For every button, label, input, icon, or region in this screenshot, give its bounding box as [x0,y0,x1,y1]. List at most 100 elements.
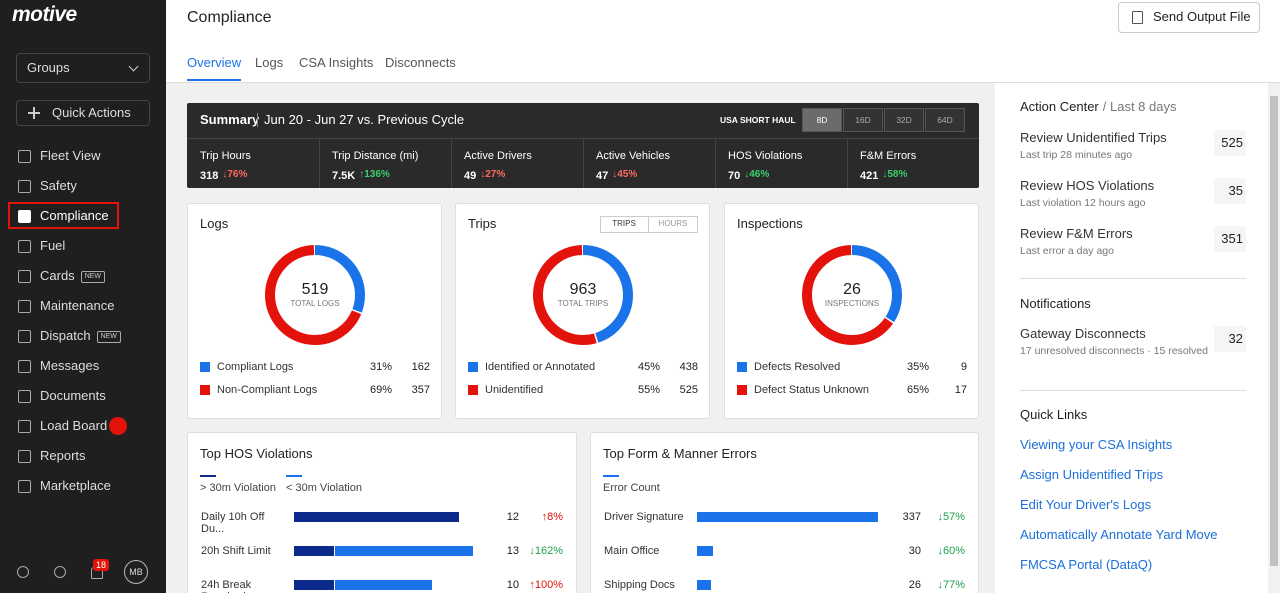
legend-percent: 45% [637,361,660,373]
quick-link[interactable]: Viewing your CSA Insights [1020,437,1173,452]
summary-period: Jun 20 - Jun 27 vs. Previous Cycle [264,112,465,127]
header [166,0,1280,83]
nav-icon [18,390,31,403]
action-title[interactable]: Review Unidentified Trips [1020,130,1167,145]
legend-percent: 35% [906,361,929,373]
row-count: 30 [908,545,921,557]
metric-change: ↑136% [359,169,390,180]
nav-item[interactable]: Documents [40,388,106,403]
action-count: 351 [1221,231,1243,246]
user-icon[interactable] [17,566,29,578]
groups-label[interactable]: Groups [27,60,70,75]
bar-segment [335,580,432,590]
bar-segment [697,512,878,522]
quick-actions-button[interactable] [16,100,150,126]
metric-label: Active Drivers [464,150,532,162]
quick-link[interactable]: Edit Your Driver's Logs [1020,497,1152,512]
bar-segment [294,546,335,556]
help-icon[interactable] [54,566,66,578]
range-button[interactable] [925,108,965,132]
file-icon [1132,11,1143,24]
send-output-label[interactable]: Send Output File [1153,9,1251,24]
range-label[interactable]: 64D [937,115,953,125]
legend-percent: 69% [369,384,392,396]
legend-label: Identified or Annotated [485,361,596,373]
metric-label: Active Vehicles [596,150,670,162]
nav-item[interactable]: Dispatch [40,328,91,343]
card-title: Top HOS Violations [200,446,313,461]
range-label[interactable]: 32D [896,115,912,125]
legend-swatch [737,362,747,372]
nav-icon [18,300,31,313]
toggle-option[interactable]: HOURS [658,219,688,228]
donut-total: 26 [843,281,861,298]
scrollbar-thumb[interactable] [1270,96,1278,566]
tab[interactable]: Disconnects [385,55,456,70]
metric-change: ↓45% [612,169,638,180]
metric-value: 70 [728,170,741,182]
range-button[interactable] [802,108,842,132]
legend-label: > 30m Violation [200,482,276,494]
metric-separator [583,139,584,188]
action-title[interactable]: Review HOS Violations [1020,178,1155,193]
nav-item[interactable]: Load Board [40,418,108,433]
notification-badge: 18 [93,559,110,571]
tab[interactable]: CSA Insights [299,55,374,70]
tab[interactable]: Logs [255,55,284,70]
divider [1020,278,1246,279]
quick-link[interactable]: FMCSA Portal (DataQ) [1020,557,1153,572]
tab-underline [187,79,242,81]
range-label[interactable]: 16D [855,115,871,125]
donut-segment [265,245,365,345]
legend-percent: 55% [637,384,660,396]
nav-item[interactable]: Cards [40,268,75,283]
nav-item[interactable]: Fleet View [40,148,101,163]
groups-select[interactable] [16,53,150,83]
range-label[interactable]: 8D [816,115,828,125]
metric-separator [847,139,848,188]
quick-actions-label[interactable]: Quick Actions [52,105,131,120]
send-output-button[interactable] [1118,2,1260,33]
metric-change: ↓46% [744,169,770,180]
action-title[interactable]: Gateway Disconnects [1020,326,1146,341]
action-subtitle: Last error a day ago [1020,245,1114,257]
metric-separator [451,139,452,188]
range-button[interactable] [884,108,924,132]
card-title: Trips [468,216,497,231]
metric-label: HOS Violations [728,150,803,162]
nav-item[interactable]: Messages [40,358,100,373]
section-period: / Last 8 days [1102,99,1177,114]
quick-link[interactable]: Automatically Annotate Yard Move [1020,527,1218,542]
section-title: Action Center [1020,99,1099,114]
range-button[interactable] [843,108,883,132]
divider [187,138,979,139]
tab[interactable]: Overview [187,55,242,70]
nav-item[interactable]: Reports [40,448,86,463]
action-count: 35 [1228,183,1243,198]
metric-label: Trip Distance (mi) [332,150,419,162]
donut-segment [802,245,902,345]
nav-item[interactable]: Safety [40,178,77,193]
nav-item[interactable]: Maintenance [40,298,115,313]
toggle-divider [648,216,649,233]
donut-total: 519 [301,281,329,298]
action-title[interactable]: Review F&M Errors [1020,226,1133,241]
nav-item[interactable]: Compliance [40,208,109,223]
logo[interactable]: motive [12,3,77,26]
nav-icon [18,360,31,373]
toggle-option[interactable]: TRIPS [612,219,636,228]
metric-value: 318 [200,170,219,182]
legend-count: 17 [954,384,967,396]
metric-label: Trip Hours [200,150,251,162]
legend-count: 357 [411,384,430,396]
avatar[interactable] [124,560,148,584]
quick-link[interactable]: Assign Unidentified Trips [1020,467,1164,482]
row-change: ↑8% [541,511,563,523]
action-count: 525 [1221,135,1243,150]
nav-item[interactable]: Fuel [40,238,66,253]
nav-item[interactable]: Marketplace [40,478,111,493]
count-box [1214,226,1246,252]
bar-segment [294,512,459,522]
metric-change: ↓58% [882,169,908,180]
